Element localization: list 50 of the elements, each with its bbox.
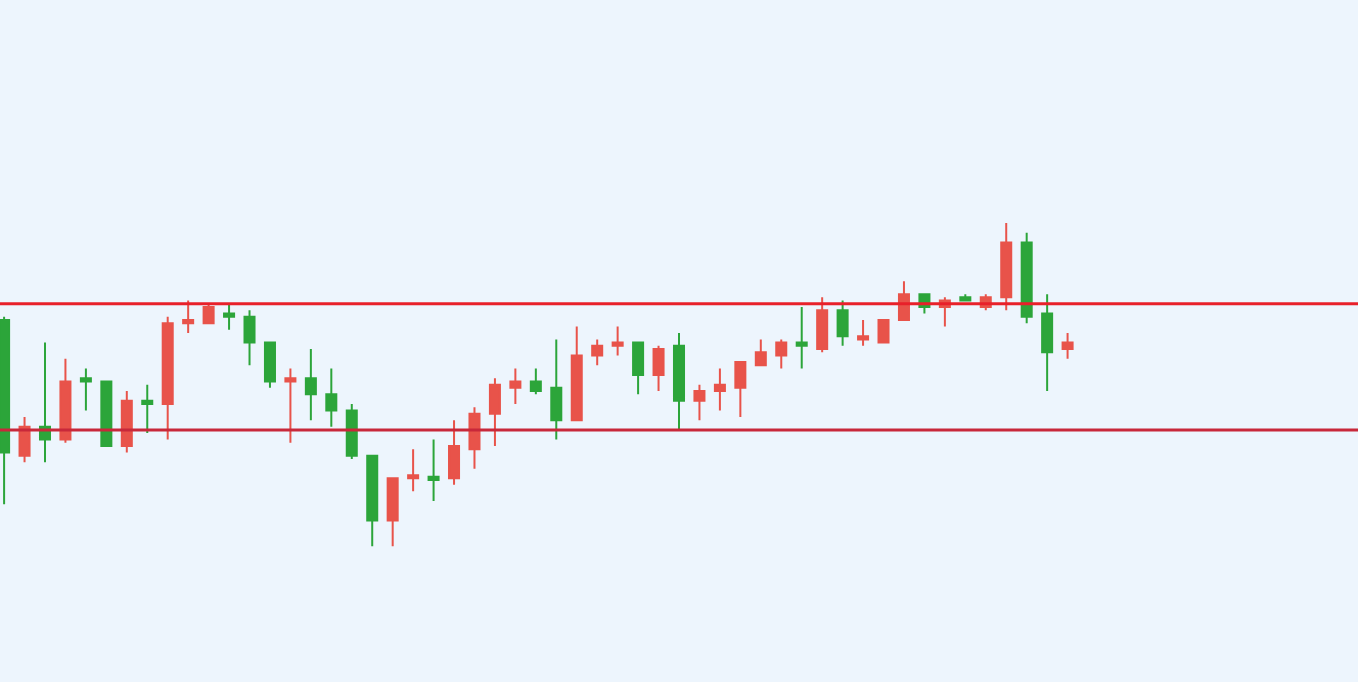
candlestick [693,383,706,422]
candlestick [59,357,72,444]
candlestick [0,315,11,506]
candlestick [959,293,972,302]
candlestick [141,383,154,435]
candlestick [223,302,236,331]
candlestick [120,390,133,454]
candlestick [427,438,440,502]
candlestick [509,367,522,406]
candlestick [734,361,747,418]
candlestick [18,415,31,464]
candlestick [161,315,174,441]
candlestick [550,338,563,441]
candlestick [754,338,767,367]
candlestick [304,348,317,422]
candlestick [345,403,358,460]
candlestick [672,331,686,431]
candlestick [488,377,501,448]
candlestick [713,367,726,412]
candlestick [1000,222,1013,312]
candlestick [1061,331,1074,360]
candlestick [263,341,276,389]
candlestick [836,299,849,347]
candlestick [38,341,51,464]
candlestick [407,448,420,493]
candlestick [775,338,788,370]
candlestick [284,367,297,444]
candlestick [1041,293,1054,393]
candlestick [182,299,195,334]
candlestick [243,309,256,367]
candlestick [632,341,645,396]
candlestick [897,280,910,321]
candlestick [877,319,890,344]
candlestick [816,296,829,354]
candlestick [1020,231,1033,325]
candlestick [325,367,338,428]
candlestick [591,338,604,367]
candlestick [857,319,870,347]
candlestick [448,419,461,486]
candlestick [468,406,481,470]
candlestick [570,325,583,422]
candlestick [652,344,665,393]
candlestick [79,367,92,412]
candlestick [366,454,379,548]
candlestick [529,367,542,396]
candlestick [611,325,624,357]
candlestick [795,306,808,370]
candlestick [202,302,215,325]
candlestick [100,380,113,448]
candlestick [386,477,399,548]
